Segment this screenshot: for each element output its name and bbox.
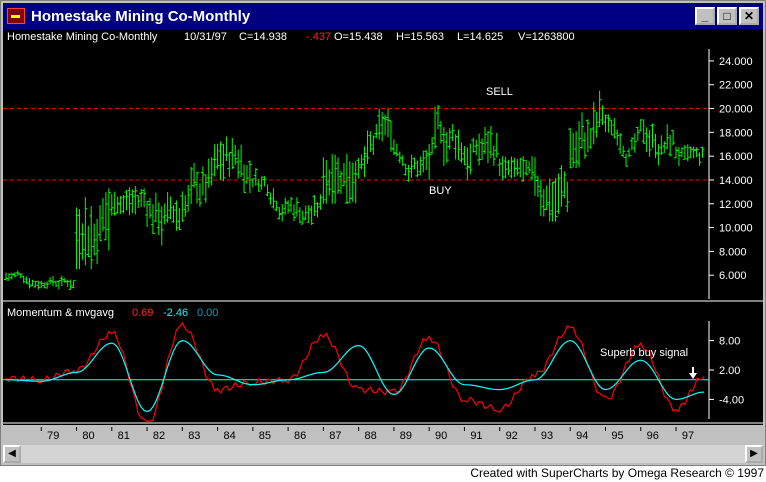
- year-tick-label: 84: [223, 430, 235, 442]
- momentum-tick-label: 8.00: [719, 336, 740, 348]
- header-low: L=14.625: [457, 31, 503, 43]
- scroll-left-button[interactable]: ◀: [3, 445, 21, 463]
- year-tick-label: 91: [470, 430, 482, 442]
- price-tick-label: 16.000: [719, 151, 753, 163]
- price-tick-label: 20.000: [719, 104, 753, 116]
- horizontal-scrollbar[interactable]: ◀ ▶: [3, 445, 763, 463]
- date-axis: 79 80 81 82 83 84 85 86 87 88 89 90 91 92 93 94 95 96 97: [40, 427, 694, 442]
- chart-svg: Homestake Mining Co-Monthly 10/31/97 C=1…: [3, 31, 763, 424]
- header-symbol: Homestake Mining Co-Monthly: [7, 31, 158, 43]
- year-tick-label: 89: [400, 430, 412, 442]
- window-title: Homestake Mining Co-Monthly: [31, 7, 251, 25]
- price-tick-label: 22.000: [719, 80, 753, 92]
- header-high: H=15.563: [396, 31, 444, 43]
- close-button[interactable]: ✕: [739, 7, 759, 25]
- chart-window: Homestake Mining Co-Monthly _ □ ✕ Homest…: [0, 0, 766, 466]
- header-close: C=14.938: [239, 31, 287, 43]
- window-controls: _ □ ✕: [695, 7, 759, 25]
- year-tick-label: 79: [47, 430, 59, 442]
- scroll-track[interactable]: [21, 445, 745, 463]
- app-icon[interactable]: [7, 8, 25, 24]
- year-tick-label: 97: [682, 430, 694, 442]
- year-tick-label: 83: [188, 430, 200, 442]
- scroll-right-button[interactable]: ▶: [745, 445, 763, 463]
- year-tick-label: 96: [647, 430, 659, 442]
- price-tick-label: 10.000: [719, 223, 753, 235]
- credit-text: Created with SuperCharts by Omega Resear…: [470, 466, 764, 480]
- price-tick-label: 12.000: [719, 199, 753, 211]
- price-tick-label: 18.000: [719, 127, 753, 139]
- indicator-value-mvgavg: -2.46: [163, 307, 188, 319]
- year-tick-label: 80: [82, 430, 94, 442]
- header-open: O=15.438: [334, 31, 383, 43]
- year-tick-label: 82: [153, 430, 165, 442]
- buy-label: BUY: [429, 185, 452, 197]
- year-tick-label: 92: [506, 430, 518, 442]
- maximize-button[interactable]: □: [717, 7, 737, 25]
- price-tick-label: 8.000: [719, 246, 747, 258]
- year-tick-label: 88: [365, 430, 377, 442]
- price-tick-label: 6.000: [719, 270, 747, 282]
- minimize-button[interactable]: _: [695, 7, 715, 25]
- year-tick-label: 93: [541, 430, 553, 442]
- mvgavg-line: [6, 339, 705, 413]
- year-tick-label: 86: [294, 430, 306, 442]
- buy-signal-label: Superb buy signal: [600, 347, 688, 359]
- momentum-line: [5, 321, 705, 423]
- chart-area[interactable]: Homestake Mining Co-Monthly 10/31/97 C=1…: [3, 29, 763, 425]
- year-tick-label: 81: [118, 430, 130, 442]
- indicator-name: Momentum & mvgavg: [7, 307, 114, 319]
- header-volume: V=1263800: [518, 31, 575, 43]
- momentum-tick-label: -4.00: [719, 394, 744, 406]
- year-tick-label: 94: [576, 430, 588, 442]
- year-tick-label: 90: [435, 430, 447, 442]
- header-change: -.437: [306, 31, 331, 43]
- price-tick-label: 24.000: [719, 56, 753, 68]
- momentum-tick-label: 2.00: [719, 365, 740, 377]
- indicator-value-zero: 0.00: [197, 307, 218, 319]
- price-tick-label: 14.000: [719, 175, 753, 187]
- title-bar[interactable]: Homestake Mining Co-Monthly _ □ ✕: [3, 3, 763, 29]
- indicator-value-momentum: 0.69: [132, 307, 153, 319]
- year-tick-label: 87: [329, 430, 341, 442]
- year-tick-label: 85: [259, 430, 271, 442]
- year-tick-label: 95: [611, 430, 623, 442]
- header-date: 10/31/97: [184, 31, 227, 43]
- buy-signal-arrow-icon: [689, 367, 697, 379]
- sell-label: SELL: [486, 86, 513, 98]
